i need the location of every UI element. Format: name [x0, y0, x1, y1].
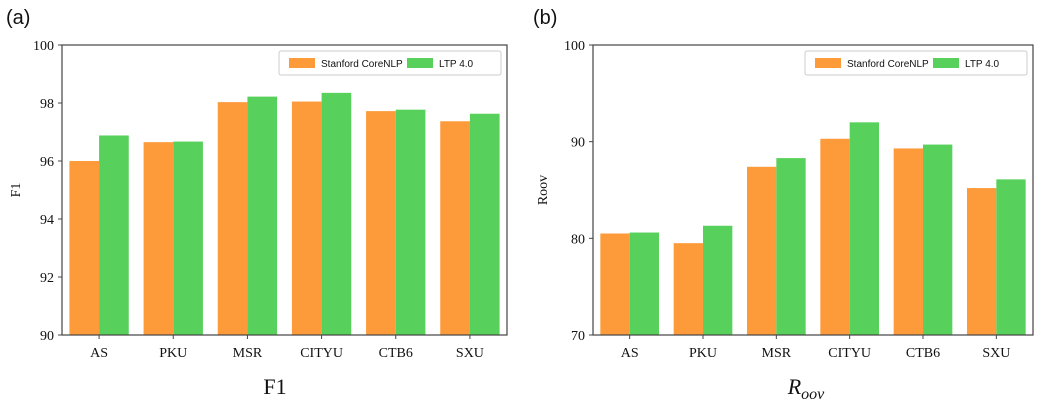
panel-a-y-tick-label: 94: [40, 213, 54, 228]
panel-b-x-tick-label: CTB6: [906, 346, 940, 361]
panel-a-bar-ltp-msr: [247, 96, 278, 336]
panel-b-bar-stanford-pku: [673, 243, 703, 335]
panel-a-axes-frame: [61, 44, 508, 336]
panel-a-bar-ltp-as: [99, 135, 129, 335]
panel-b-bar-stanford-cityu: [820, 138, 850, 335]
panel-a-caption: F1: [263, 374, 286, 399]
panel-b-x-tick-label: SXU: [982, 346, 1010, 361]
chart-panel-b: (b) Roov AS PKU MSR CITYU CTB6 SXU 70 80 90 100 St…: [533, 7, 1034, 403]
panel-b-x-tick-label: MSR: [762, 346, 792, 361]
panel-b-legend-swatch-ltp: [933, 58, 959, 68]
panel-a-bar-ltp-ctb6: [395, 109, 426, 335]
panel-b-bar-ltp-ctb6: [923, 144, 953, 335]
panel-a-x-tick-label: SXU: [456, 346, 484, 361]
panel-a-bar-stanford-sxu: [440, 121, 470, 336]
panel-a-plot-area: AS PKU MSR CITYU CTB6 SXU 90 92 94 96 98 100 Stanfor…: [33, 39, 508, 361]
panel-b-legend-label-ltp: LTP 4.0: [965, 59, 1000, 70]
panel-b-bar-stanford-as: [600, 233, 630, 335]
panel-b-bar-ltp-msr: [776, 158, 806, 335]
panel-b-caption: Roov: [787, 374, 825, 403]
panel-b-bar-ltp-cityu: [849, 122, 879, 335]
panel-a-bar-stanford-ctb6: [366, 111, 396, 336]
panel-b-x-tick-label: PKU: [689, 346, 717, 361]
panel-b-caption-main: R: [787, 374, 802, 399]
panel-a-bar-stanford-as: [69, 161, 100, 335]
panel-b-legend: Stanford CoreNLP LTP 4.0: [804, 50, 1028, 76]
panel-b-bar-ltp-as: [629, 232, 659, 335]
panel-a-bar-ltp-cityu: [321, 92, 352, 335]
panel-b-y-tick-label: 90: [571, 136, 585, 151]
panel-a-bar-ltp-pku: [173, 141, 203, 335]
panel-a-legend-label-ltp: LTP 4.0: [439, 59, 474, 70]
panel-a-x-tick-label: AS: [90, 346, 108, 361]
panel-a-x-tick-label: CTB6: [379, 346, 413, 361]
panel-a-y-tick-label: 100: [33, 39, 54, 54]
panel-a-legend-swatch-ltp: [407, 58, 433, 68]
panel-b-plot-area: AS PKU MSR CITYU CTB6 SXU 70 80 90 100 Stanford Co…: [564, 39, 1034, 361]
panel-b-x-tick-label: AS: [621, 346, 639, 361]
panel-a-bar-ltp-sxu: [469, 113, 500, 335]
panel-b-label: (b): [533, 7, 557, 29]
panel-b-bar-ltp-sxu: [996, 179, 1026, 335]
panel-a-y-tick-label: 90: [40, 329, 54, 344]
panel-a-label: (a): [6, 7, 30, 29]
panel-a-y-axis-label: F1: [9, 183, 24, 198]
panel-a-legend-swatch-stanford: [289, 58, 315, 68]
panel-a-y-tick-label: 98: [40, 97, 54, 112]
panel-b-axes-frame: [592, 44, 1034, 336]
panel-a-bar-stanford-cityu: [291, 101, 322, 335]
panel-a-legend-label-stanford: Stanford CoreNLP: [321, 59, 403, 70]
panel-b-y-tick-label: 70: [571, 329, 585, 344]
panel-b-bar-stanford-msr: [747, 166, 777, 335]
panel-b-bar-stanford-ctb6: [893, 148, 923, 335]
panel-b-legend-swatch-stanford: [815, 58, 841, 68]
panel-b-caption-sub: oov: [801, 386, 825, 403]
panel-a-x-tick-label: PKU: [159, 346, 187, 361]
panel-b-bar-stanford-sxu: [967, 188, 997, 335]
panel-a-y-tick-label: 92: [40, 271, 54, 286]
panel-a-x-tick-label: CITYU: [300, 346, 343, 361]
panel-b-y-axis-label: Roov: [536, 175, 551, 205]
panel-a-x-tick-label: MSR: [233, 346, 263, 361]
panel-b-bar-ltp-pku: [703, 225, 733, 335]
panel-b-legend-label-stanford: Stanford CoreNLP: [847, 59, 929, 70]
panel-a-y-tick-label: 96: [40, 155, 54, 170]
panel-a-bar-stanford-msr: [217, 102, 248, 335]
panel-a-bar-stanford-pku: [143, 142, 174, 335]
panel-b-y-tick-label: 100: [564, 39, 585, 54]
panel-b-x-tick-label: CITYU: [828, 346, 871, 361]
chart-panel-a: (a) F1 AS PKU MSR CITYU CTB6 SXU 90 92 94 96 98 100…: [6, 7, 508, 399]
panel-b-y-tick-label: 80: [571, 232, 585, 247]
panel-a-legend: Stanford CoreNLP LTP 4.0: [278, 50, 502, 76]
